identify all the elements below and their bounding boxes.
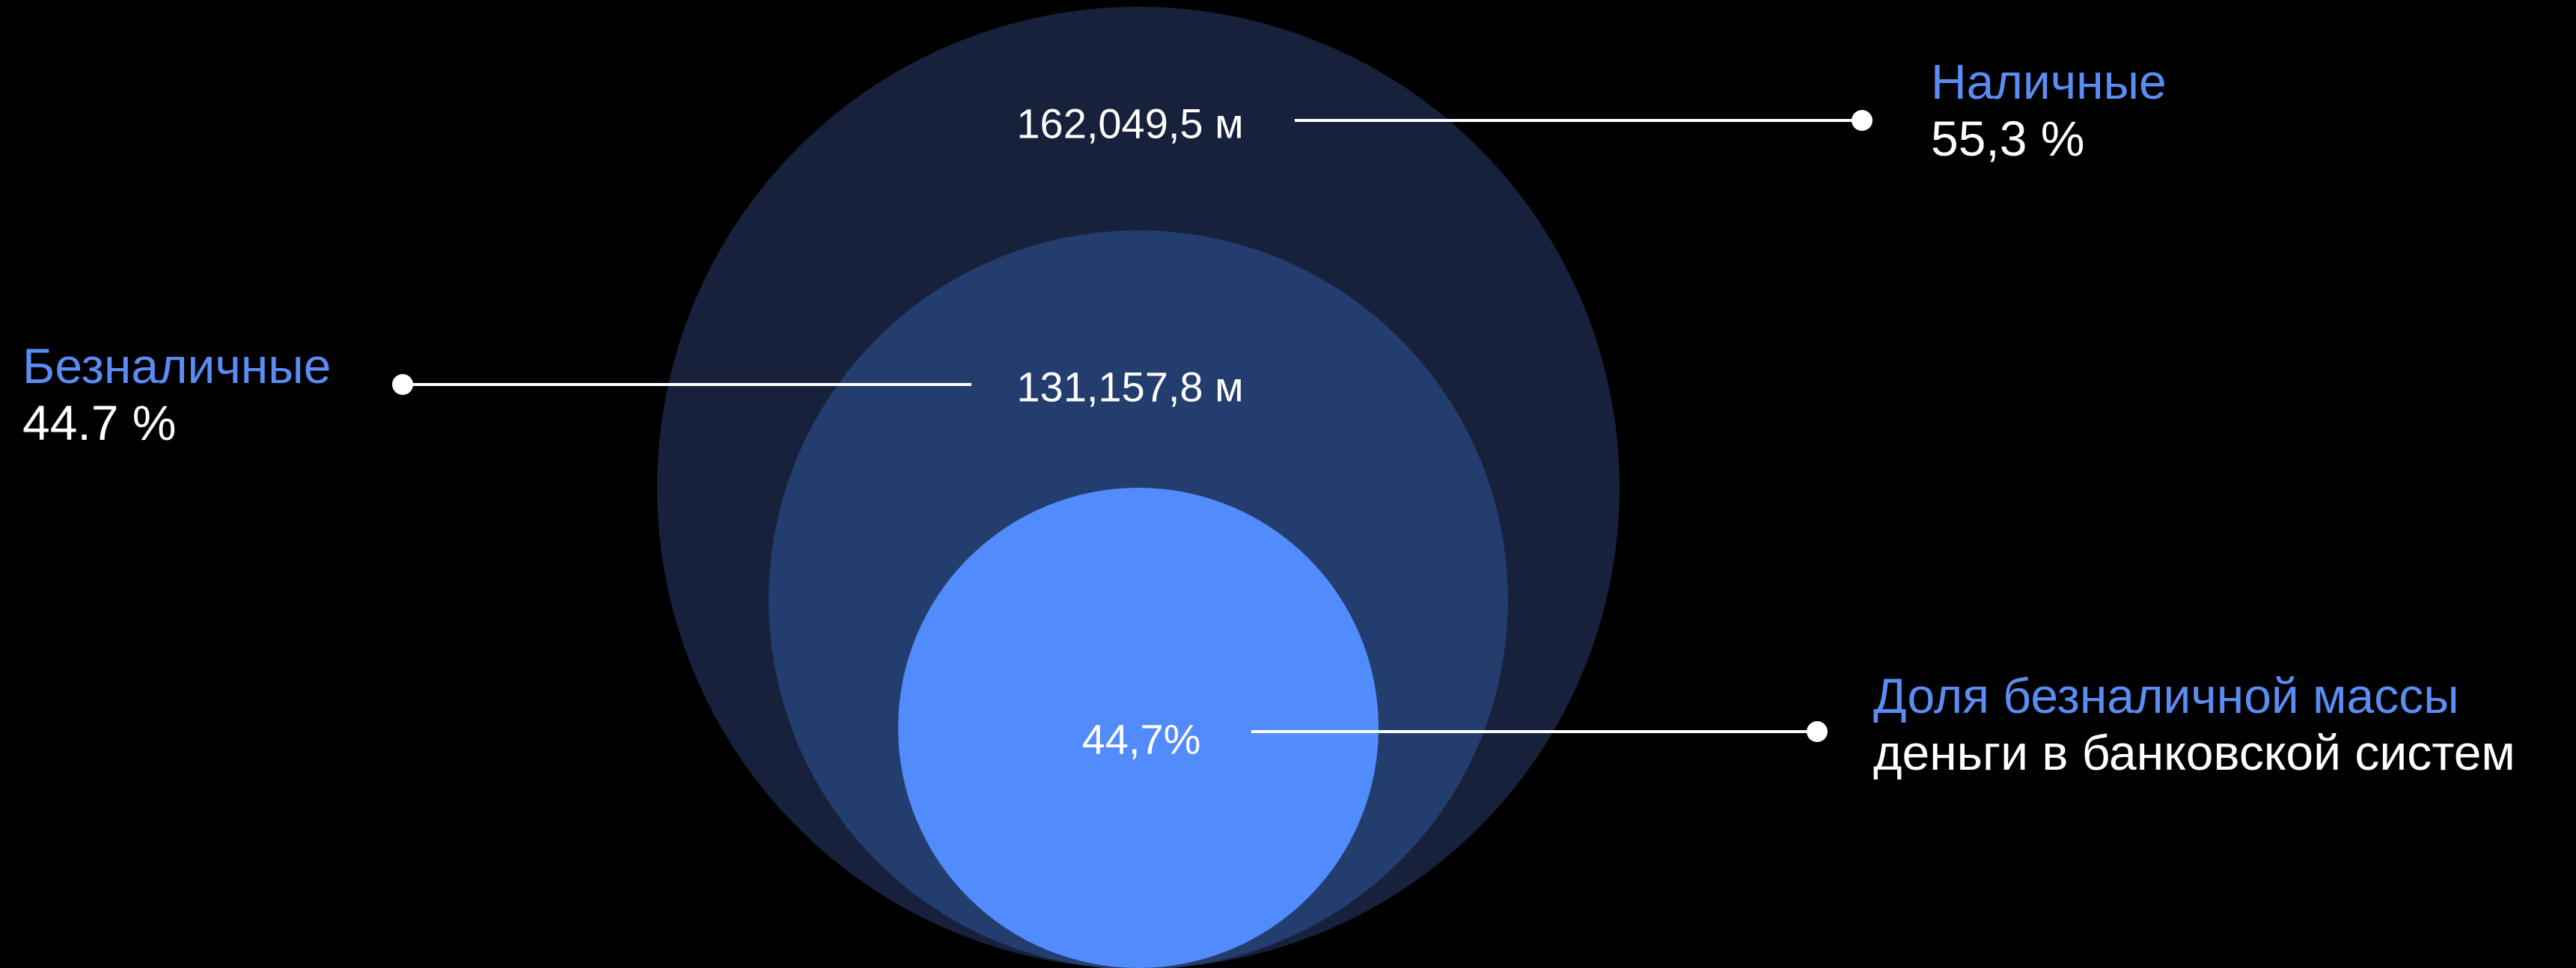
leader-dot-cashless bbox=[392, 374, 413, 395]
annotation-cashless: Безналичные 44.7 % bbox=[22, 338, 331, 452]
annotation-cashless-share-title: Доля безналичной массы bbox=[1873, 668, 2459, 723]
annotation-cashless-title: Безналичные bbox=[22, 338, 332, 393]
circle-middle-value-label: 131,157,8 м bbox=[1016, 364, 1243, 411]
leader-dot-cashless-share bbox=[1807, 721, 1828, 742]
circle-outer-value-label: 162,049,5 м bbox=[1016, 100, 1243, 147]
annotation-cash-title: Наличные bbox=[1931, 54, 2167, 109]
annotation-cashless-value: 44.7 % bbox=[22, 394, 177, 450]
leader-dot-cash bbox=[1852, 110, 1873, 131]
annotation-cash-value: 55,3 % bbox=[1931, 110, 2085, 166]
annotation-cashless-share-value: деньги в банковской систем bbox=[1873, 724, 2515, 780]
annotation-cash: Наличные 55,3 % bbox=[1931, 54, 2167, 168]
circle-inner-value-label: 44,7% bbox=[1082, 716, 1201, 763]
annotation-cashless-share: Доля безналичной массы деньги в банковск… bbox=[1873, 668, 2515, 782]
circle-inner bbox=[898, 488, 1379, 968]
